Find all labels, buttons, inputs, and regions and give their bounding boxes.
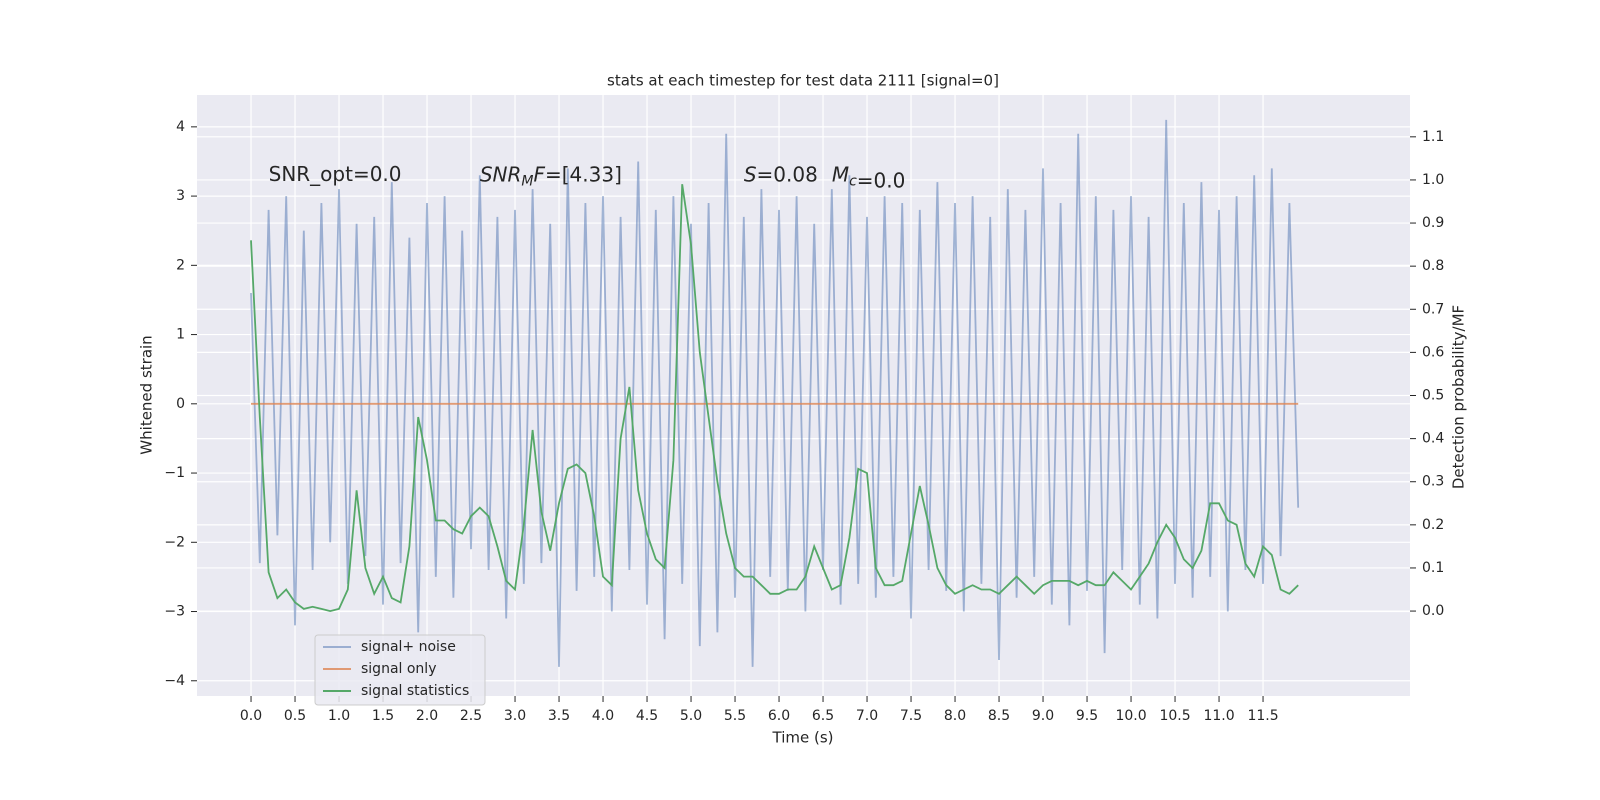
y2-tick-label: 0.8	[1422, 258, 1444, 274]
x-tick-label: 10.0	[1115, 708, 1146, 724]
x-tick-label: 9.5	[1076, 708, 1098, 724]
x-tick-label: 2.5	[460, 708, 482, 724]
chart-title: stats at each timestep for test data 211…	[607, 72, 999, 90]
x-tick-label: 4.0	[592, 708, 614, 724]
x-tick-label: 1.0	[328, 708, 350, 724]
y-tick-label: −3	[164, 604, 185, 620]
x-tick-label: 11.0	[1203, 708, 1234, 724]
x-tick-label: 2.0	[416, 708, 438, 724]
annotation: SNR_opt=0.0	[269, 162, 402, 186]
x-tick-label: 11.5	[1247, 708, 1278, 724]
y-tick-label: −1	[164, 465, 185, 481]
y2-tick-label: 0.5	[1422, 388, 1444, 404]
x-tick-label: 1.5	[372, 708, 394, 724]
x-tick-label: 8.5	[988, 708, 1010, 724]
y-tick-label: −2	[164, 534, 185, 550]
annotation: S=0.08	[744, 162, 818, 186]
y2-tick-label: 0.4	[1422, 431, 1444, 447]
x-tick-label: 5.5	[724, 708, 746, 724]
y2-tick-label: 0.0	[1422, 603, 1444, 619]
x-tick-label: 8.0	[944, 708, 966, 724]
x-axis-label: Time (s)	[772, 729, 834, 747]
y-tick-label: −4	[164, 673, 185, 689]
x-tick-label: 3.0	[504, 708, 526, 724]
y2-tick-label: 0.9	[1422, 215, 1444, 231]
series-line	[250, 119, 1300, 667]
y2-axis-label: Detection probability/MF	[1450, 305, 1468, 489]
y2-tick-label: 0.3	[1422, 474, 1444, 490]
y2-tick-label: 0.7	[1422, 301, 1444, 317]
legend-box	[314, 634, 486, 706]
y2-tick-label: 0.6	[1422, 344, 1444, 360]
x-tick-label: 3.5	[548, 708, 570, 724]
y2-tick-label: 1.1	[1422, 129, 1444, 145]
y-tick-label: 4	[176, 119, 185, 135]
y2-tick-label: 1.0	[1422, 172, 1444, 188]
legend-label: signal only	[361, 661, 436, 677]
legend-label: signal+ noise	[361, 639, 456, 655]
x-tick-label: 9.0	[1032, 708, 1054, 724]
x-tick-label: 7.5	[900, 708, 922, 724]
x-tick-label: 6.0	[768, 708, 790, 724]
x-tick-label: 5.0	[680, 708, 702, 724]
y-tick-label: 0	[176, 396, 185, 412]
x-tick-label: 0.5	[284, 708, 306, 724]
y-tick-label: 1	[176, 327, 185, 343]
y2-tick-label: 0.1	[1422, 560, 1444, 576]
series-line	[250, 184, 1299, 613]
x-tick-label: 4.5	[636, 708, 658, 724]
y-tick-label: 3	[176, 188, 185, 204]
x-tick-label: 7.0	[856, 708, 878, 724]
y-tick-label: 2	[176, 257, 185, 273]
x-tick-label: 10.5	[1159, 708, 1190, 724]
annotation: Mc=0.0	[832, 162, 906, 192]
y-axis-label: Whitened strain	[138, 335, 156, 454]
x-tick-label: 6.5	[812, 708, 834, 724]
y2-tick-label: 0.2	[1422, 517, 1444, 533]
x-tick-label: 0.0	[240, 708, 262, 724]
legend-label: signal statistics	[361, 683, 469, 699]
annotation: SNRMF=[4.33]	[480, 162, 622, 190]
